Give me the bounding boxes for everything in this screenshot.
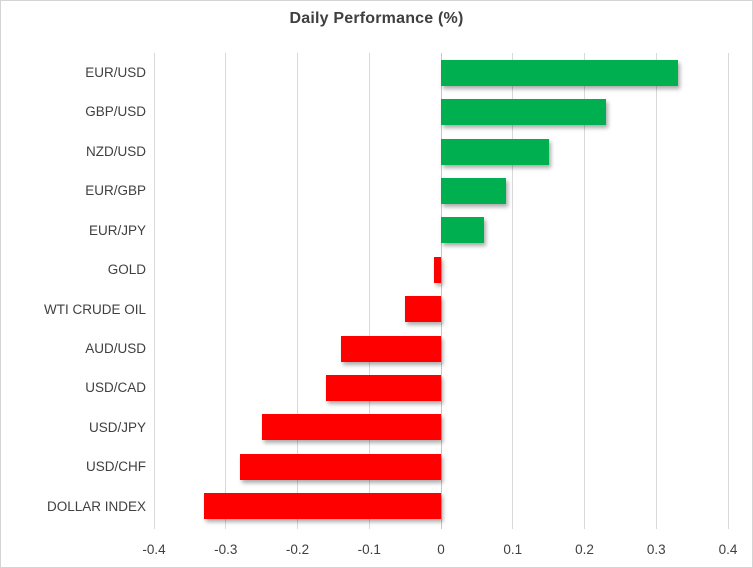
category-label: GOLD <box>107 262 146 278</box>
bar-dollar-index <box>204 493 441 520</box>
plot-area <box>153 53 729 529</box>
gridline <box>297 53 298 529</box>
gridline <box>584 53 585 529</box>
category-label: EUR/USD <box>85 65 146 80</box>
x-tick-label: -0.2 <box>285 542 310 557</box>
bar-eur-jpy <box>441 217 485 244</box>
gridline <box>655 53 657 529</box>
category-label: AUD/USD <box>85 340 146 356</box>
bar-usd-cad <box>326 375 441 402</box>
x-tick-label: -0.4 <box>142 542 166 557</box>
bar-nzd-usd <box>441 138 549 165</box>
gridline <box>368 53 370 529</box>
zero-axis-line <box>440 53 442 529</box>
category-label: NZD/USD <box>86 143 146 159</box>
x-tick-label: -0.1 <box>357 542 381 557</box>
bar-aud-usd <box>340 335 441 362</box>
bar-gbp-usd <box>441 99 607 126</box>
x-tick-label: 0 <box>437 542 445 557</box>
x-tick-label: 0.4 <box>718 542 738 557</box>
category-label: DOLLAR INDEX <box>46 498 146 514</box>
bar-usd-jpy <box>261 414 441 441</box>
category-label: USD/CAD <box>85 380 146 396</box>
bar-gold <box>433 256 441 283</box>
category-label: WTI CRUDE OIL <box>43 301 146 317</box>
category-label: EUR/GBP <box>85 183 146 199</box>
x-tick-label: 0.1 <box>503 542 523 557</box>
category-label: EUR/JPY <box>88 222 146 238</box>
gridline <box>512 53 514 529</box>
chart-title: Daily Performance (%) <box>289 10 464 27</box>
category-label: USD/JPY <box>88 419 146 435</box>
category-label: GBP/USD <box>85 104 146 120</box>
bar-usd-chf <box>240 453 441 480</box>
bar-eur-usd <box>441 59 678 86</box>
gridline <box>727 53 729 529</box>
bar-wti-crude-oil <box>405 296 441 323</box>
bar-eur-gbp <box>441 177 506 204</box>
x-tick-label: 0.3 <box>646 542 666 557</box>
x-tick-label: -0.3 <box>214 542 238 557</box>
x-tick-label: 0.2 <box>575 542 594 557</box>
gridline <box>153 53 155 529</box>
gridline <box>225 53 227 529</box>
category-label: USD/CHF <box>86 459 146 475</box>
